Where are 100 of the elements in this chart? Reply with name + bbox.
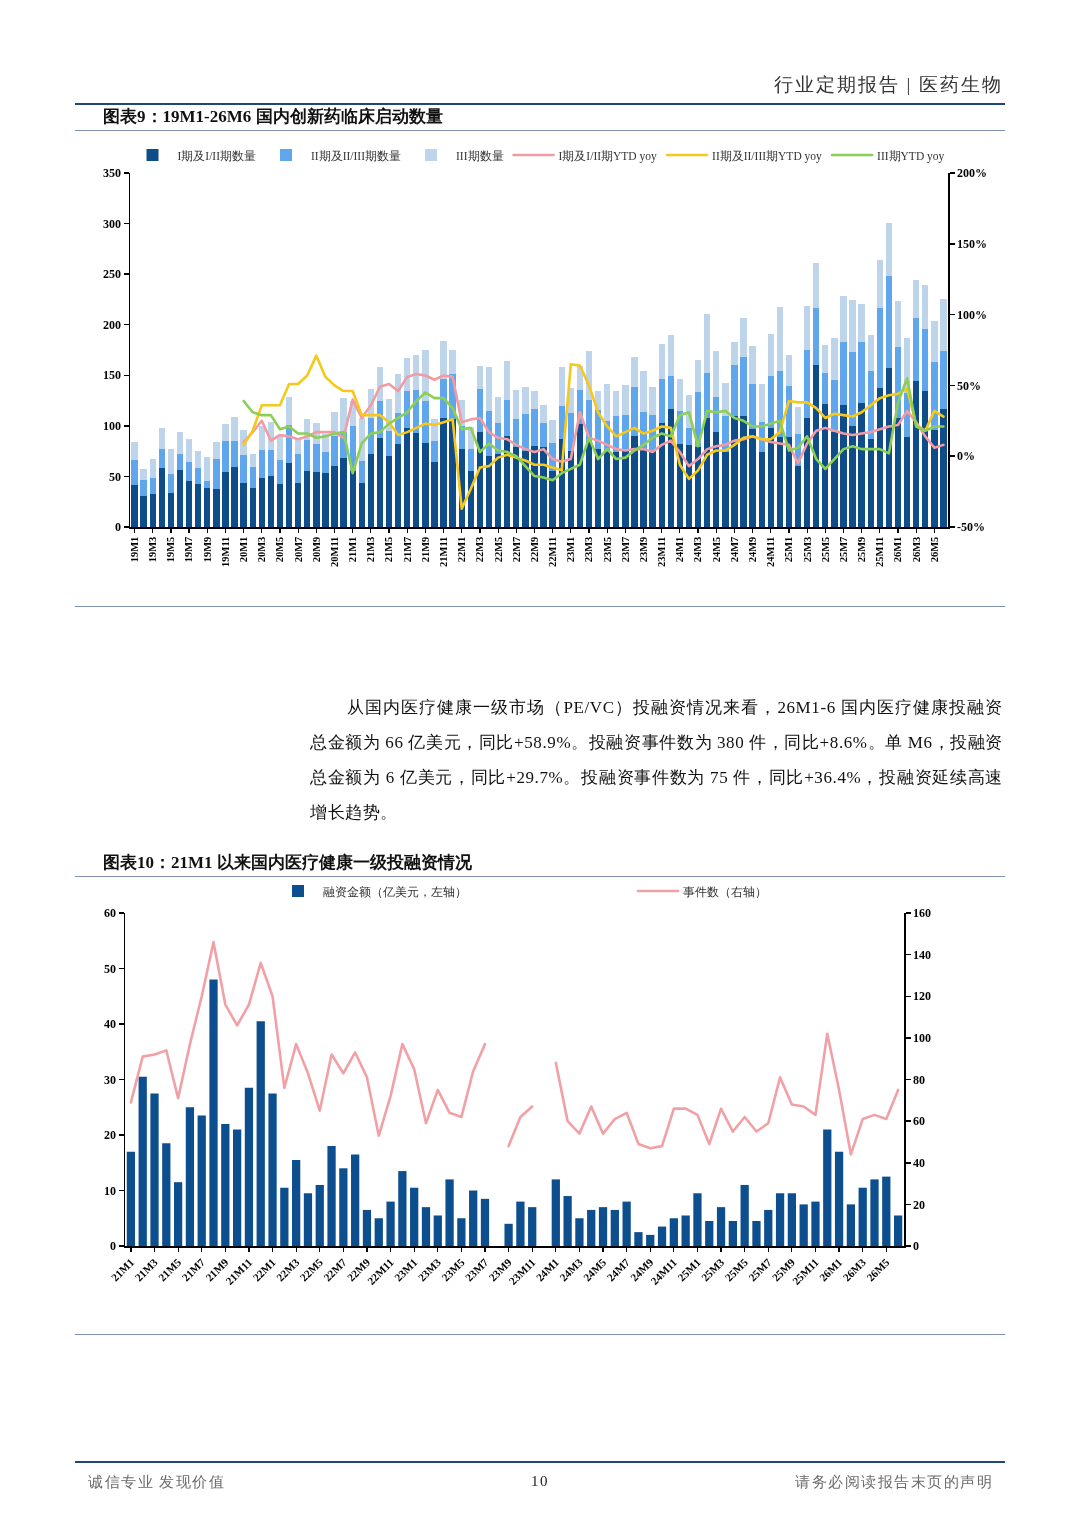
bar	[249, 454, 256, 468]
bar	[551, 1179, 560, 1246]
x-tick-label: 24M5	[710, 536, 722, 563]
bar	[213, 488, 220, 527]
bar	[667, 334, 674, 377]
bar	[913, 280, 920, 318]
bar	[840, 296, 847, 342]
bar	[775, 1193, 785, 1246]
y-tick-label: 50	[104, 961, 117, 976]
bar	[313, 472, 320, 527]
bar	[149, 493, 156, 527]
bar	[840, 341, 847, 405]
bar	[764, 1209, 773, 1246]
y2-tick-label: 0%	[956, 449, 975, 464]
y-tick-label: 20	[104, 1128, 117, 1143]
bar	[315, 1184, 324, 1246]
bar	[231, 416, 238, 442]
bar	[876, 307, 884, 389]
bar	[149, 459, 156, 479]
bar	[776, 436, 784, 527]
y2-tick-label: 100	[912, 1031, 931, 1046]
bar	[749, 384, 756, 429]
bar	[716, 1207, 726, 1246]
y2-tick-label: 50%	[956, 378, 981, 393]
y2-tick-label: 80	[912, 1072, 925, 1087]
bar	[303, 1193, 313, 1246]
bar	[131, 484, 138, 527]
bar	[831, 380, 838, 432]
y-tick-label: 40	[104, 1017, 117, 1032]
x-tick-label: 25M5	[819, 536, 831, 563]
bar	[138, 1076, 147, 1246]
bar	[522, 413, 529, 452]
bar	[558, 367, 565, 406]
x-tick-label: 19M11	[219, 536, 231, 568]
bar	[740, 317, 747, 358]
bar	[440, 379, 447, 418]
y-tick-label: 10	[104, 1183, 117, 1198]
bar	[176, 470, 184, 527]
bar	[131, 442, 138, 461]
y-tick-label: 250	[103, 267, 122, 282]
bar	[640, 449, 647, 527]
bar	[803, 350, 811, 418]
chart-title: 图表10：21M1 以来国内医疗健康一级投融资情况	[103, 852, 473, 872]
bar	[204, 457, 211, 482]
x-tick-label: 24M11	[765, 536, 777, 568]
bar	[703, 313, 711, 374]
bar	[140, 469, 147, 481]
x-tick-label: 20M3	[256, 536, 268, 563]
bar	[622, 1201, 631, 1246]
y2-tick-label: 40	[912, 1155, 925, 1170]
bar	[740, 357, 747, 416]
text: 行业定期报告 | 医药生物	[773, 73, 1003, 97]
bar	[940, 408, 947, 527]
bar	[785, 355, 793, 387]
bar	[705, 1221, 714, 1246]
x-tick-label: 24M1	[674, 536, 686, 563]
bar	[457, 1218, 466, 1246]
bar	[386, 1201, 395, 1246]
bar	[131, 460, 138, 485]
x-tick-label: 25M9	[856, 536, 868, 563]
bar	[362, 1209, 372, 1246]
bar	[758, 384, 765, 422]
bar	[749, 428, 756, 527]
y-tick-label: 50	[109, 469, 122, 484]
bar	[740, 1184, 749, 1246]
bar	[940, 351, 947, 409]
bar	[240, 482, 247, 527]
y-tick-label: 60	[104, 906, 117, 921]
bar	[410, 1187, 419, 1246]
bar	[513, 390, 520, 419]
bar	[194, 468, 202, 484]
bar	[822, 344, 829, 374]
x-tick-label: 21M11	[437, 536, 449, 568]
bar	[285, 396, 293, 425]
bar	[740, 415, 747, 527]
bar	[256, 1021, 265, 1246]
bar	[646, 1234, 655, 1246]
bar	[794, 406, 802, 434]
x-tick-label: 24M7	[728, 536, 740, 563]
bar	[813, 307, 820, 366]
bar	[367, 454, 375, 527]
bar	[640, 371, 647, 412]
bar	[749, 345, 756, 385]
bar	[813, 263, 820, 308]
bar	[485, 367, 493, 411]
bar	[431, 462, 438, 527]
bar	[209, 979, 218, 1246]
bar	[667, 376, 674, 409]
bar	[658, 379, 665, 423]
bar	[340, 458, 347, 527]
bar	[758, 452, 765, 527]
bar	[858, 304, 865, 342]
bar	[528, 1207, 537, 1246]
bar	[374, 1218, 383, 1246]
bar	[185, 481, 193, 527]
bar	[693, 1193, 702, 1246]
bar	[194, 483, 202, 527]
x-tick-label: 19M7	[183, 536, 195, 563]
bar	[322, 473, 329, 527]
bar	[149, 478, 156, 494]
